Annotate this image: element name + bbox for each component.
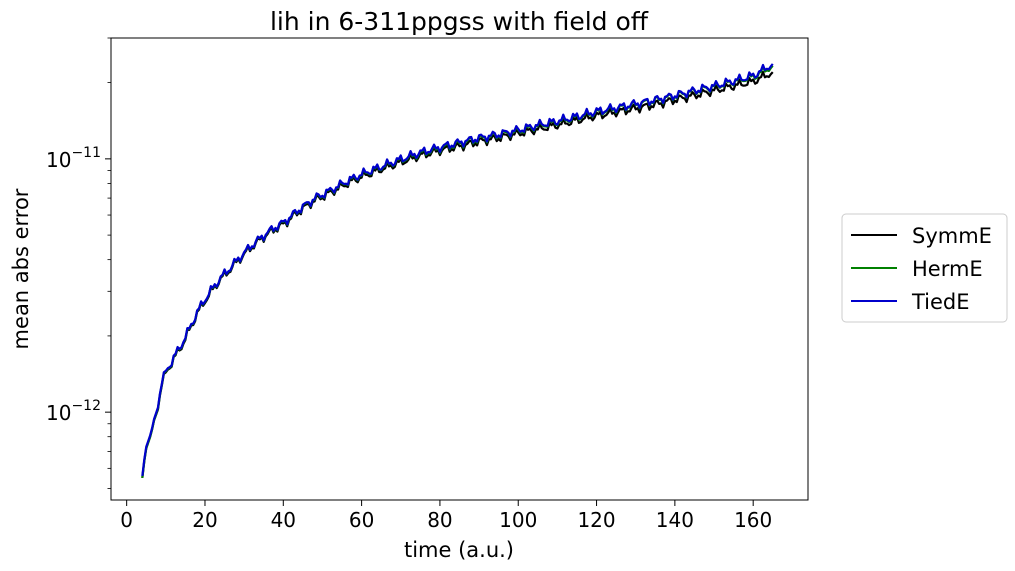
legend-label: TiedE [911, 290, 970, 314]
x-tick-label: 160 [734, 508, 772, 532]
y-tick-exponent: −11 [71, 145, 101, 161]
plot-area [111, 38, 808, 500]
x-tick-label: 40 [271, 508, 296, 532]
y-axis-label: mean abs error [9, 188, 33, 349]
y-tick-base: 10 [46, 401, 71, 425]
legend: SymmE HermE TiedE [841, 213, 1008, 323]
x-tick-label: 140 [656, 508, 694, 532]
y-tick-base: 10 [46, 148, 71, 172]
series-lines [141, 63, 774, 479]
x-tick-label: 100 [499, 508, 537, 532]
x-tick-label: 20 [192, 508, 217, 532]
x-axis-label: time (a.u.) [404, 538, 514, 562]
x-axis: 0 20 40 60 80 100 120 140 160 [120, 500, 772, 532]
series-line-tiede [141, 63, 774, 477]
y-tick-label: 10−12 [46, 398, 101, 425]
y-tick-label: 10−11 [46, 145, 101, 172]
legend-label: HermE [912, 257, 983, 281]
plot-frame [110, 37, 809, 501]
legend-box [841, 213, 1008, 323]
chart-title: lih in 6-311ppgss with field off [270, 7, 649, 36]
legend-label: SymmE [912, 224, 992, 248]
y-tick-exponent: −12 [71, 398, 101, 414]
x-tick-label: 60 [349, 508, 374, 532]
x-tick-label: 80 [427, 508, 452, 532]
x-tick-label: 0 [120, 508, 133, 532]
x-tick-label: 120 [577, 508, 615, 532]
